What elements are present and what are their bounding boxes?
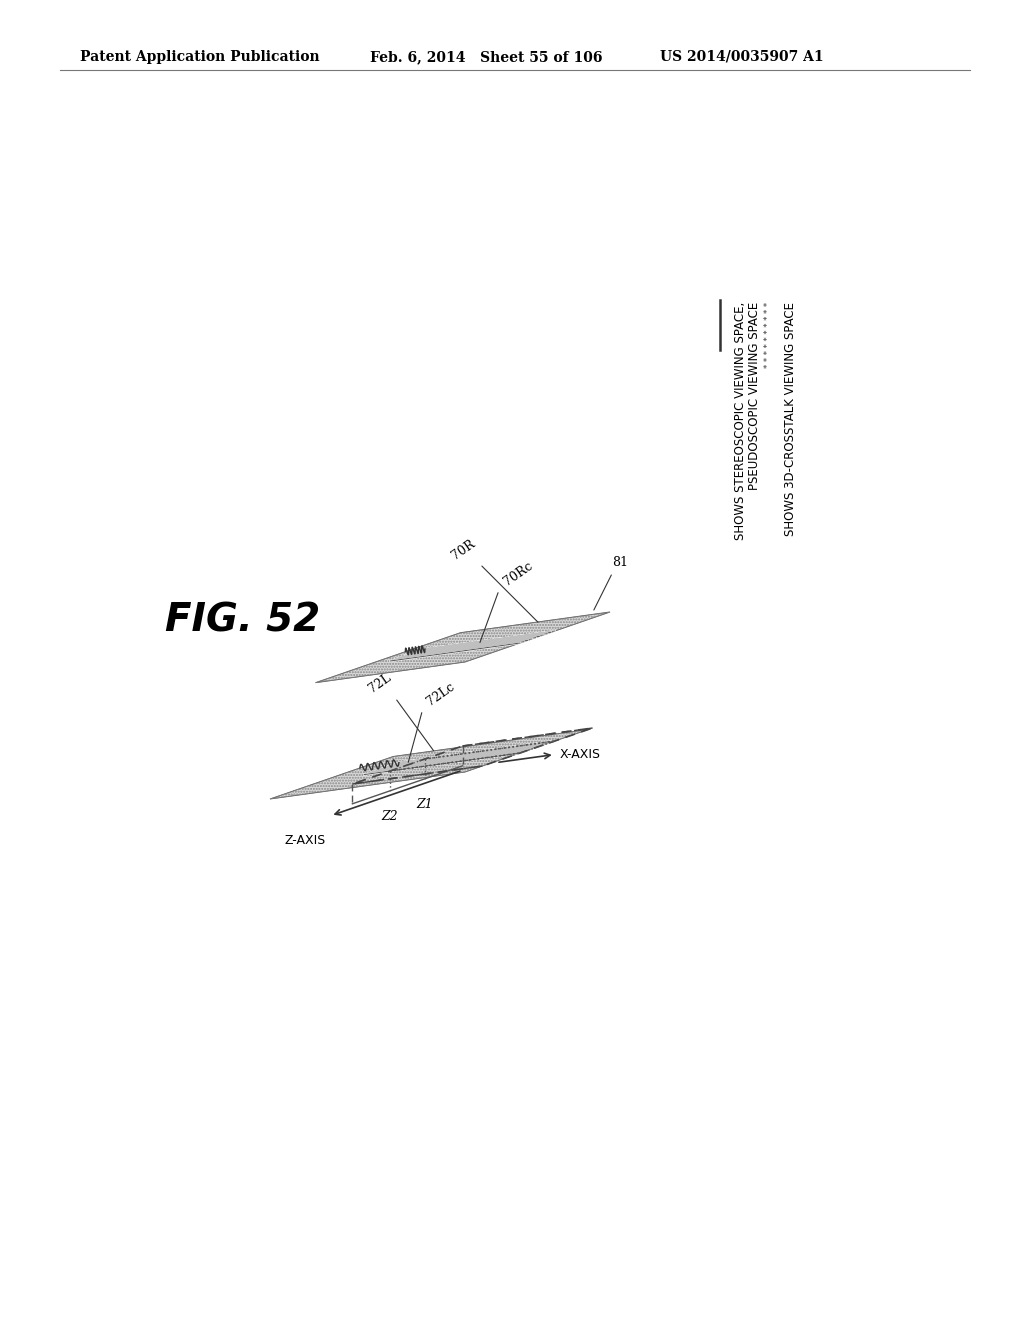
Polygon shape bbox=[315, 612, 610, 682]
Text: Feb. 6, 2014   Sheet 55 of 106: Feb. 6, 2014 Sheet 55 of 106 bbox=[370, 50, 602, 63]
Polygon shape bbox=[365, 741, 555, 775]
Text: 70R: 70R bbox=[450, 537, 478, 562]
Polygon shape bbox=[270, 730, 588, 799]
Polygon shape bbox=[390, 631, 555, 661]
Text: 81: 81 bbox=[612, 556, 629, 569]
Text: US 2014/0035907 A1: US 2014/0035907 A1 bbox=[660, 50, 823, 63]
Text: Z1: Z1 bbox=[417, 799, 433, 812]
Text: PSEUDOSCOPIC VIEWING SPACE: PSEUDOSCOPIC VIEWING SPACE bbox=[748, 302, 761, 490]
Text: Z2: Z2 bbox=[382, 810, 398, 824]
Text: SHOWS 3D-CROSSTALK VIEWING SPACE: SHOWS 3D-CROSSTALK VIEWING SPACE bbox=[784, 302, 797, 536]
Text: X-AXIS: X-AXIS bbox=[560, 748, 601, 762]
Text: 72Lc: 72Lc bbox=[425, 680, 458, 708]
Text: SHOWS STEREOSCOPIC VIEWING SPACE,: SHOWS STEREOSCOPIC VIEWING SPACE, bbox=[734, 302, 746, 540]
Text: 72L: 72L bbox=[366, 672, 393, 696]
Text: * * * * * * * * * *: * * * * * * * * * * bbox=[764, 302, 773, 368]
Text: Patent Application Publication: Patent Application Publication bbox=[80, 50, 319, 63]
Text: FIG. 52: FIG. 52 bbox=[165, 601, 321, 639]
Text: 70Rc: 70Rc bbox=[501, 558, 535, 589]
Text: Z-AXIS: Z-AXIS bbox=[285, 834, 326, 846]
